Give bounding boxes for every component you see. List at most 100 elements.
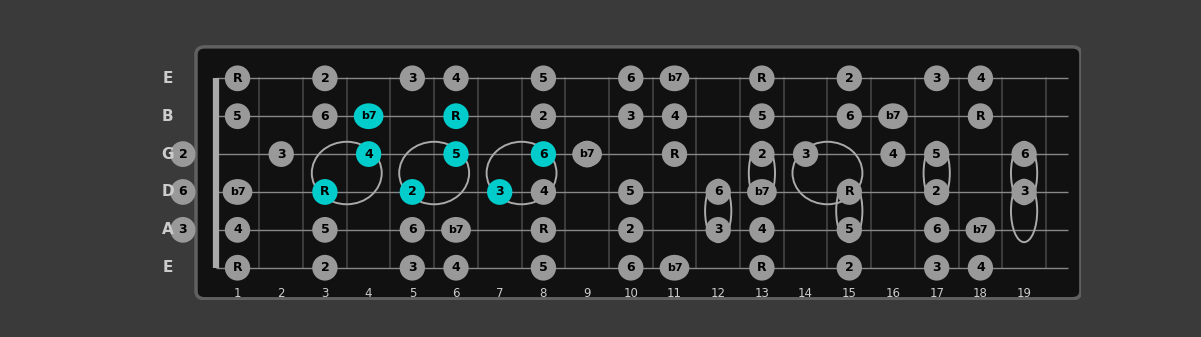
Text: 6: 6 bbox=[321, 110, 329, 123]
Ellipse shape bbox=[749, 217, 775, 243]
Ellipse shape bbox=[880, 141, 906, 167]
Text: R: R bbox=[321, 185, 330, 198]
Ellipse shape bbox=[443, 255, 468, 281]
Ellipse shape bbox=[531, 141, 556, 167]
Text: 4: 4 bbox=[889, 148, 897, 161]
Text: 2: 2 bbox=[846, 261, 854, 274]
Text: R: R bbox=[233, 261, 243, 274]
Text: 3: 3 bbox=[1020, 185, 1028, 198]
Text: 4: 4 bbox=[233, 223, 241, 236]
Ellipse shape bbox=[225, 103, 250, 129]
Text: E: E bbox=[162, 260, 173, 275]
Text: 8: 8 bbox=[539, 287, 548, 300]
Ellipse shape bbox=[312, 103, 337, 129]
Text: 7: 7 bbox=[496, 287, 503, 300]
Ellipse shape bbox=[924, 65, 949, 91]
Ellipse shape bbox=[619, 65, 644, 91]
Text: 15: 15 bbox=[842, 287, 856, 300]
Text: 5: 5 bbox=[539, 261, 548, 274]
Text: 3: 3 bbox=[321, 287, 329, 300]
Text: 2: 2 bbox=[321, 261, 329, 274]
Ellipse shape bbox=[443, 65, 468, 91]
Ellipse shape bbox=[312, 255, 337, 281]
Text: D: D bbox=[161, 184, 174, 200]
Text: 19: 19 bbox=[1016, 287, 1032, 300]
Text: R: R bbox=[233, 72, 243, 85]
Text: b7: b7 bbox=[885, 111, 901, 121]
Text: 5: 5 bbox=[233, 110, 241, 123]
Ellipse shape bbox=[749, 103, 775, 129]
Ellipse shape bbox=[837, 255, 862, 281]
Text: b7: b7 bbox=[754, 187, 770, 197]
Ellipse shape bbox=[443, 141, 468, 167]
Text: 3: 3 bbox=[277, 148, 286, 161]
Text: 3: 3 bbox=[932, 261, 942, 274]
Ellipse shape bbox=[968, 255, 993, 281]
Text: 6: 6 bbox=[408, 223, 417, 236]
Text: 4: 4 bbox=[539, 185, 548, 198]
Ellipse shape bbox=[659, 255, 689, 281]
Ellipse shape bbox=[488, 179, 513, 205]
Ellipse shape bbox=[662, 103, 687, 129]
Text: 5: 5 bbox=[408, 287, 416, 300]
Ellipse shape bbox=[1011, 141, 1036, 167]
Text: 6: 6 bbox=[539, 148, 548, 161]
Text: 16: 16 bbox=[885, 287, 901, 300]
Ellipse shape bbox=[225, 65, 250, 91]
Ellipse shape bbox=[837, 103, 862, 129]
Ellipse shape bbox=[659, 65, 689, 91]
Ellipse shape bbox=[400, 255, 425, 281]
Text: R: R bbox=[757, 72, 766, 85]
Ellipse shape bbox=[269, 141, 294, 167]
Ellipse shape bbox=[837, 65, 862, 91]
Text: 2: 2 bbox=[408, 185, 417, 198]
Ellipse shape bbox=[878, 103, 908, 129]
Ellipse shape bbox=[400, 217, 425, 243]
Text: 3: 3 bbox=[713, 223, 723, 236]
Ellipse shape bbox=[749, 141, 775, 167]
Text: 3: 3 bbox=[179, 223, 187, 236]
Text: 4: 4 bbox=[365, 287, 372, 300]
Text: 12: 12 bbox=[711, 287, 725, 300]
Ellipse shape bbox=[924, 141, 949, 167]
Text: R: R bbox=[844, 185, 854, 198]
Text: b7: b7 bbox=[667, 263, 682, 273]
Text: 2: 2 bbox=[846, 72, 854, 85]
Ellipse shape bbox=[355, 141, 381, 167]
Ellipse shape bbox=[705, 217, 731, 243]
Text: 2: 2 bbox=[179, 148, 187, 161]
Ellipse shape bbox=[619, 255, 644, 281]
Text: 11: 11 bbox=[667, 287, 682, 300]
Text: 2: 2 bbox=[932, 185, 942, 198]
Text: 2: 2 bbox=[321, 72, 329, 85]
Text: 1: 1 bbox=[234, 287, 241, 300]
Ellipse shape bbox=[312, 179, 337, 205]
Ellipse shape bbox=[400, 179, 425, 205]
Ellipse shape bbox=[968, 103, 993, 129]
Ellipse shape bbox=[443, 103, 468, 129]
Ellipse shape bbox=[171, 141, 196, 167]
Text: 5: 5 bbox=[539, 72, 548, 85]
Text: 6: 6 bbox=[627, 261, 635, 274]
Ellipse shape bbox=[966, 217, 996, 243]
Text: 5: 5 bbox=[932, 148, 942, 161]
Text: 4: 4 bbox=[670, 110, 679, 123]
Text: 5: 5 bbox=[321, 223, 329, 236]
Ellipse shape bbox=[619, 103, 644, 129]
Text: G: G bbox=[161, 147, 174, 161]
Ellipse shape bbox=[924, 179, 949, 205]
Text: 3: 3 bbox=[408, 72, 417, 85]
Ellipse shape bbox=[171, 179, 196, 205]
Ellipse shape bbox=[749, 65, 775, 91]
Text: 6: 6 bbox=[1020, 148, 1028, 161]
Text: 5: 5 bbox=[758, 110, 766, 123]
Ellipse shape bbox=[354, 103, 383, 129]
Ellipse shape bbox=[1011, 179, 1036, 205]
Text: 6: 6 bbox=[453, 287, 460, 300]
Text: b7: b7 bbox=[667, 73, 682, 83]
Ellipse shape bbox=[531, 103, 556, 129]
Text: 6: 6 bbox=[846, 110, 854, 123]
Ellipse shape bbox=[705, 179, 731, 205]
Text: 9: 9 bbox=[584, 287, 591, 300]
Ellipse shape bbox=[225, 217, 250, 243]
